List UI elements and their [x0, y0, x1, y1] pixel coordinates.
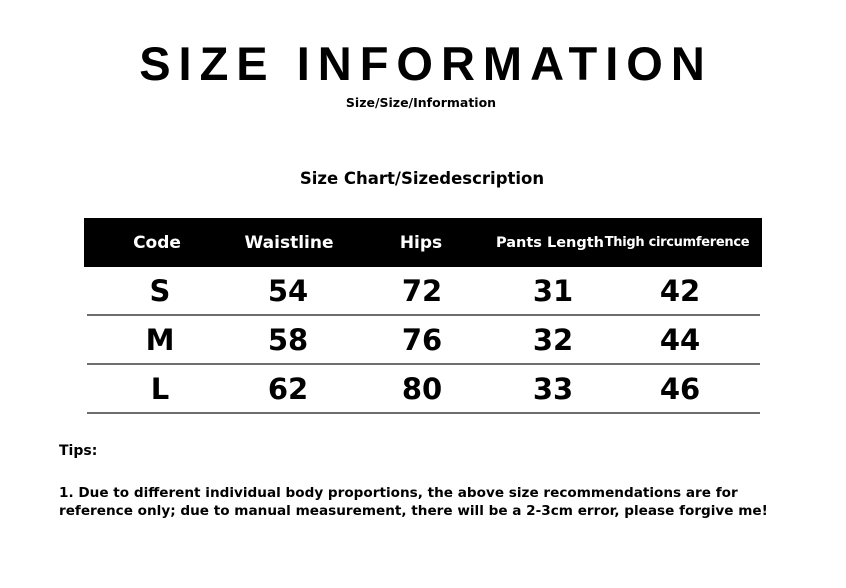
header-pants-length: Pants Length: [496, 234, 604, 251]
tips-line-2: reference only; due to manual measuremen…: [59, 503, 768, 519]
cell-code: L: [150, 371, 170, 406]
table-header: Code Waistline Hips Pants Length Thigh c…: [84, 218, 762, 267]
cell-code: S: [149, 273, 171, 308]
cell-waistline: 62: [267, 371, 309, 406]
subtitle: Size/Size/Information: [345, 95, 497, 110]
cell-thigh: 44: [659, 322, 701, 357]
tips-label: Tips:: [59, 443, 98, 459]
size-chart-title: Size Chart/Sizedescription: [299, 169, 545, 188]
cell-waistline: 54: [267, 273, 309, 308]
cell-waistline: 58: [267, 322, 309, 357]
header-code: Code: [133, 232, 181, 253]
cell-code: M: [145, 322, 175, 357]
header-thigh-circumference: Thigh circumference: [604, 235, 750, 250]
cell-hips: 80: [401, 371, 443, 406]
cell-thigh: 46: [659, 371, 701, 406]
cell-hips: 76: [401, 322, 443, 357]
table-row: M 58 76 32 44: [87, 316, 760, 365]
cell-pants-length: 33: [532, 371, 574, 406]
cell-pants-length: 31: [532, 273, 574, 308]
page-title: SIZE INFORMATION: [139, 37, 713, 90]
cell-thigh: 42: [659, 273, 701, 308]
table-row: L 62 80 33 46: [87, 365, 760, 414]
cell-hips: 72: [401, 273, 443, 308]
size-table: Code Waistline Hips Pants Length Thigh c…: [84, 218, 762, 414]
table-row: S 54 72 31 42: [87, 267, 760, 316]
header-waistline: Waistline: [244, 232, 334, 253]
cell-pants-length: 32: [532, 322, 574, 357]
header-hips: Hips: [399, 232, 443, 253]
tips-line-1: 1. Due to different individual body prop…: [59, 485, 738, 501]
